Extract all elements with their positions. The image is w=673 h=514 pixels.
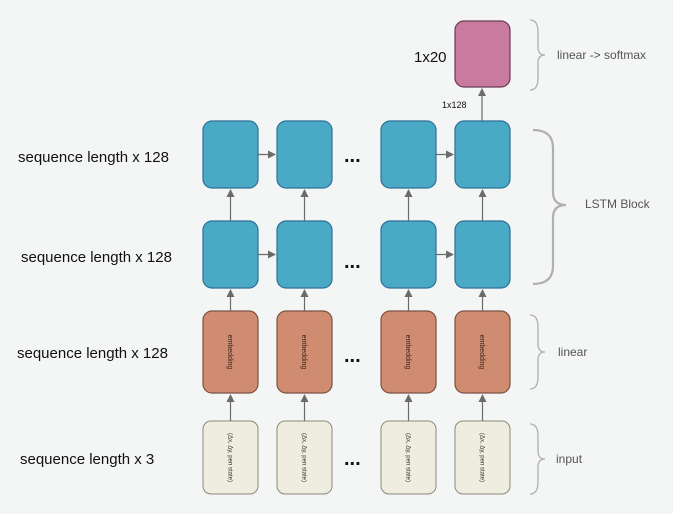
embedding-label-2: embedding bbox=[300, 335, 307, 370]
lstm-cell-top-2 bbox=[276, 120, 333, 189]
lstm-cell-bottom-2 bbox=[276, 220, 333, 289]
lstm-block-label: LSTM Block bbox=[585, 197, 651, 211]
input-label-4: (Δx, Δy, pen state) bbox=[479, 433, 485, 482]
embedding-label-1: embedding bbox=[226, 335, 233, 370]
input-label-1: (Δx, Δy, pen state) bbox=[227, 433, 233, 482]
ellipsis-top: ... bbox=[344, 145, 361, 167]
lstm-cell-bottom-4 bbox=[454, 220, 511, 289]
lstm-cell-bottom-3 bbox=[380, 220, 437, 289]
lstm-cell-top-4 bbox=[454, 120, 511, 189]
input-group-label: input bbox=[556, 452, 583, 466]
input-label-2: (Δx, Δy, pen state) bbox=[301, 433, 307, 482]
embedding-row-label: sequence length x 128 bbox=[17, 345, 168, 362]
lstm-top-row-label: sequence length x 128 bbox=[18, 149, 169, 166]
lstm-cell-top-3 bbox=[380, 120, 437, 189]
softmax-group-label: linear -> softmax bbox=[557, 48, 646, 62]
input-label-3: (Δx, Δy, pen state) bbox=[405, 433, 411, 482]
input-row-label: sequence length x 3 bbox=[20, 451, 154, 468]
softmax-output-box bbox=[454, 20, 511, 88]
softmax-brace bbox=[529, 19, 546, 91]
lstm-cell-top-1 bbox=[202, 120, 259, 189]
embedding-label-3: embedding bbox=[404, 335, 411, 370]
linear-group-label: linear bbox=[558, 345, 587, 359]
output-dim-label: 1x20 bbox=[414, 49, 447, 66]
ellipsis-embedding: ... bbox=[344, 345, 361, 367]
input-brace bbox=[529, 423, 546, 495]
hidden-dim-label: 1x128 bbox=[442, 100, 467, 110]
embedding-label-4: embedding bbox=[478, 335, 485, 370]
ellipsis-input: ... bbox=[344, 448, 361, 470]
lstm-cell-bottom-1 bbox=[202, 220, 259, 289]
ellipsis-bottom: ... bbox=[344, 251, 361, 273]
lstm-bottom-row-label: sequence length x 128 bbox=[21, 249, 172, 266]
linear-brace bbox=[529, 314, 546, 390]
lstm-block-brace bbox=[532, 128, 567, 286]
